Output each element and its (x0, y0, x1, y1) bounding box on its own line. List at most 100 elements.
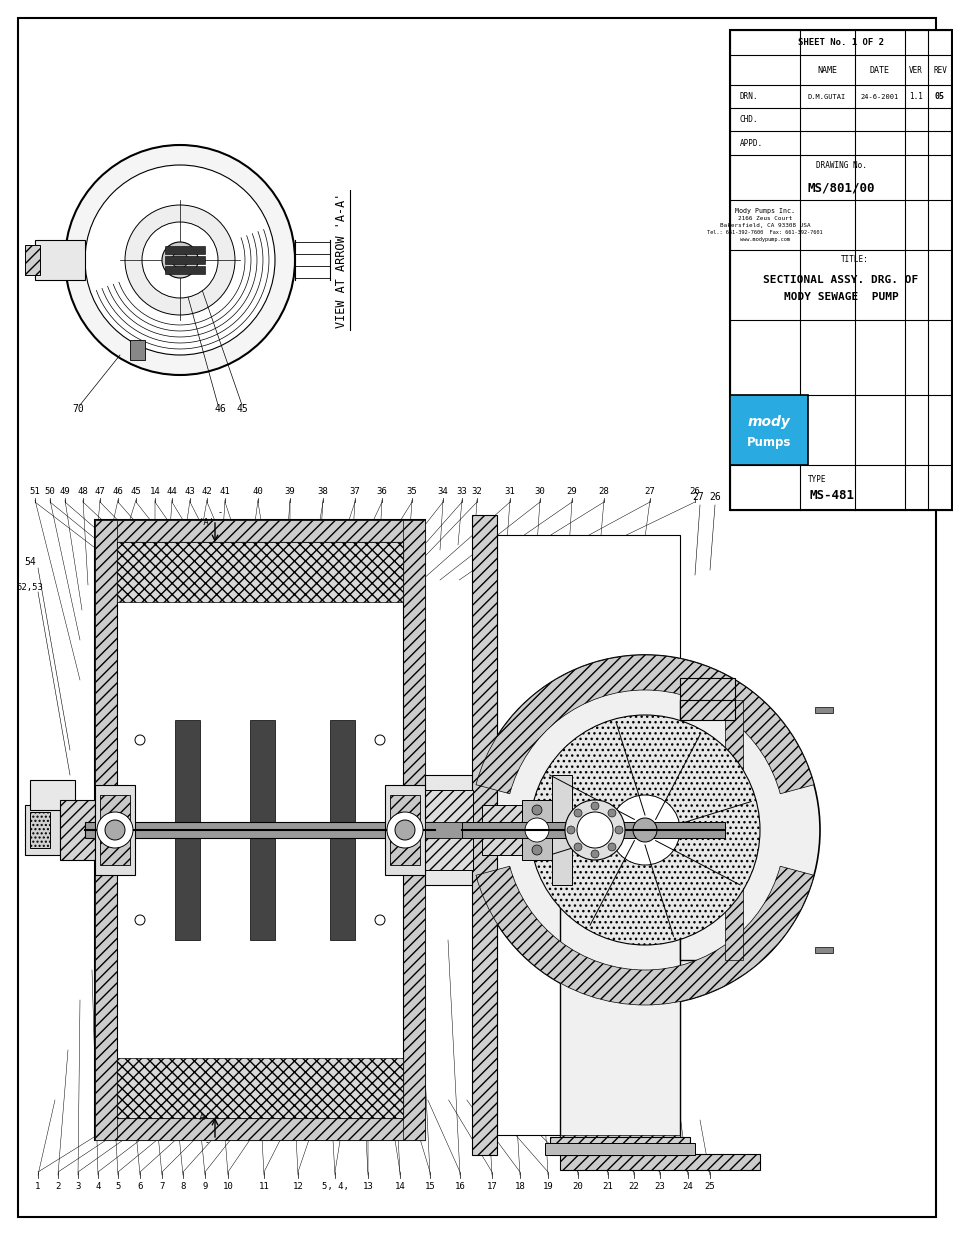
Bar (424, 776, 473, 885)
Text: 10: 10 (222, 1182, 233, 1191)
Bar (424, 790, 473, 869)
Text: 11: 11 (258, 1182, 269, 1191)
Text: 27: 27 (644, 487, 655, 496)
Text: 36: 36 (376, 487, 387, 496)
Circle shape (532, 845, 541, 855)
Text: D.M.GUTAI: D.M.GUTAI (807, 94, 845, 100)
Bar (390, 795, 419, 864)
Text: VER: VER (908, 65, 922, 74)
Circle shape (135, 915, 145, 925)
Bar (814, 947, 832, 953)
Bar (521, 800, 552, 860)
Text: 50: 50 (45, 487, 55, 496)
Bar (25, 245, 40, 275)
Bar (544, 1144, 695, 1155)
Circle shape (564, 800, 624, 860)
Bar (424, 823, 473, 839)
Text: VIEW AT ARROW 'A-A': VIEW AT ARROW 'A-A' (335, 193, 348, 327)
Bar (35, 240, 85, 280)
Text: 20: 20 (572, 1182, 583, 1191)
Text: 7: 7 (159, 1182, 165, 1191)
Bar (250, 720, 274, 940)
Text: 16: 16 (455, 1182, 465, 1191)
Text: DATE: DATE (869, 65, 889, 74)
Bar (117, 1058, 402, 1118)
Text: 41: 41 (219, 487, 230, 496)
Text: MODY SEWAGE  PUMP: MODY SEWAGE PUMP (782, 291, 898, 303)
Text: 46: 46 (213, 404, 226, 414)
Text: 14: 14 (150, 487, 160, 496)
Bar (330, 720, 355, 940)
Circle shape (615, 826, 622, 834)
Text: TYPE: TYPE (807, 475, 825, 484)
Text: 29: 29 (566, 487, 577, 496)
Text: 15: 15 (424, 1182, 435, 1191)
Text: 1.1: 1.1 (908, 91, 922, 101)
Text: MS-481: MS-481 (809, 489, 854, 501)
Circle shape (574, 844, 581, 851)
Text: SECTIONAL ASSY. DRG. OF: SECTIONAL ASSY. DRG. OF (762, 275, 918, 285)
Text: 47: 47 (94, 487, 105, 496)
Text: DRAWING No.: DRAWING No. (815, 161, 865, 169)
Bar (95, 1118, 424, 1140)
Text: 70: 70 (72, 404, 84, 414)
Bar (724, 700, 742, 960)
Text: 4: 4 (95, 1182, 101, 1191)
Bar (814, 706, 832, 713)
Bar (402, 520, 424, 1140)
Bar (130, 340, 145, 359)
Circle shape (607, 809, 616, 818)
Text: Pumps: Pumps (746, 436, 790, 450)
Text: 22: 22 (628, 1182, 639, 1191)
Text: 8: 8 (180, 1182, 186, 1191)
Text: 38: 38 (317, 487, 328, 496)
Text: -: - (218, 508, 223, 517)
Text: www.modypump.com: www.modypump.com (740, 236, 789, 242)
Bar (679, 698, 734, 720)
Wedge shape (476, 655, 813, 794)
Bar (165, 266, 205, 274)
Text: 24: 24 (682, 1182, 693, 1191)
Text: REV: REV (932, 65, 946, 74)
Text: Mody Pumps Inc.: Mody Pumps Inc. (734, 207, 794, 214)
Text: Tel.: 661-392-7600  Fax: 661-392-7601: Tel.: 661-392-7600 Fax: 661-392-7601 (706, 230, 821, 235)
Text: 49: 49 (59, 487, 71, 496)
Text: 2166 Zeus Court: 2166 Zeus Court (737, 215, 791, 221)
Circle shape (577, 811, 613, 848)
Circle shape (524, 818, 548, 842)
Text: 44: 44 (167, 487, 177, 496)
Bar (100, 795, 130, 864)
Text: 14: 14 (395, 1182, 405, 1191)
Text: Bakersfield, CA 93308 USA: Bakersfield, CA 93308 USA (719, 222, 809, 227)
Circle shape (172, 252, 188, 268)
Circle shape (470, 655, 820, 1005)
Text: 30: 30 (534, 487, 545, 496)
Text: 45: 45 (131, 487, 141, 496)
Circle shape (142, 222, 218, 298)
Text: 48: 48 (77, 487, 89, 496)
Bar (729, 395, 807, 466)
Bar (95, 520, 117, 1140)
Text: 12: 12 (293, 1182, 303, 1191)
Circle shape (609, 795, 679, 864)
Text: 'A': 'A' (199, 517, 214, 527)
Circle shape (530, 715, 760, 945)
Circle shape (607, 844, 616, 851)
Bar (497, 535, 679, 1135)
Text: NAME: NAME (816, 65, 836, 74)
Text: 31: 31 (504, 487, 515, 496)
Text: 26: 26 (708, 492, 720, 501)
Text: MS/801/00: MS/801/00 (806, 182, 874, 194)
Text: 23: 23 (654, 1182, 664, 1191)
Wedge shape (476, 866, 813, 1005)
Circle shape (633, 818, 657, 842)
Bar (117, 542, 402, 601)
Bar (461, 823, 724, 839)
Bar (95, 520, 424, 542)
Text: 35: 35 (406, 487, 416, 496)
Bar (85, 823, 435, 839)
Bar (60, 800, 95, 860)
Circle shape (387, 811, 422, 848)
Bar (385, 785, 424, 876)
Text: 28: 28 (598, 487, 609, 496)
